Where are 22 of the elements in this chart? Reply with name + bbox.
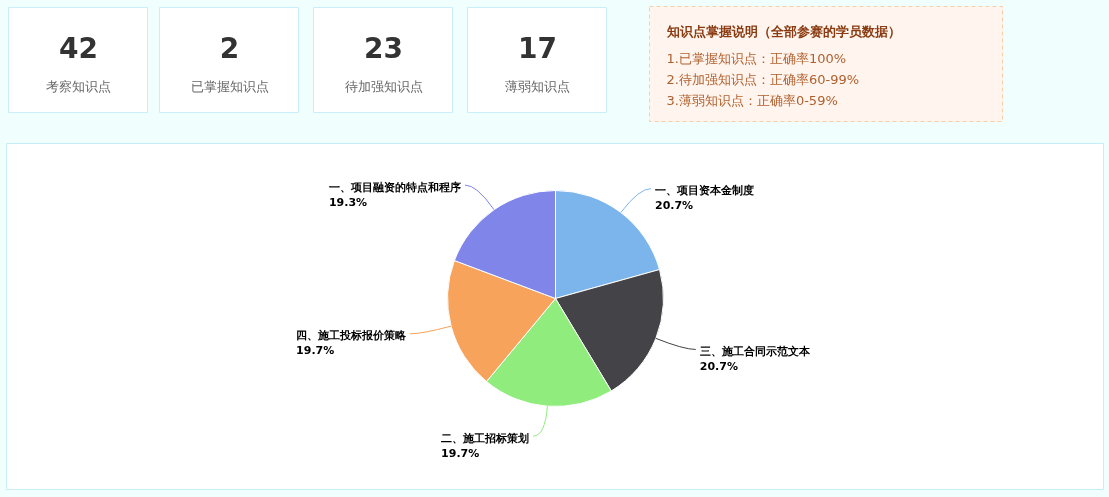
data-label: 19.7% [296, 344, 335, 358]
data-label: 42 [59, 32, 98, 65]
data-label: 19.7% [441, 446, 480, 460]
data-label: 20.7% [654, 199, 694, 213]
text: 知识点掌握说明（全部参赛的学员数据） [665, 24, 901, 39]
data-label: 19.3% [328, 195, 368, 209]
data-label: 20.7% [699, 359, 738, 373]
data-label: 23 [364, 32, 403, 65]
slice-label: 一、项目资本金制度 [654, 184, 754, 198]
category-label: 考察知识点 [46, 79, 111, 94]
category-label: 待加强知识点 [344, 79, 423, 94]
text: 3.薄弱知识点：正确率0-59% [666, 93, 838, 108]
text: 1.已掌握知识点：正确率100% [666, 51, 847, 66]
slice-label: 四、施工投标报价策略 [296, 329, 408, 343]
data-label: 2 [219, 32, 240, 65]
category-label: 已掌握知识点 [190, 79, 269, 94]
text: 2.待加强知识点：正确率60-99% [666, 72, 860, 87]
slice-label: 一、项目融资的特点和程序 [328, 180, 461, 194]
category-label: 薄弱知识点 [505, 79, 570, 94]
data-label: 17 [518, 32, 557, 65]
slice-label: 三、施工合同示范文本 [699, 344, 811, 358]
slice-label: 二、施工招标策划 [441, 431, 530, 445]
